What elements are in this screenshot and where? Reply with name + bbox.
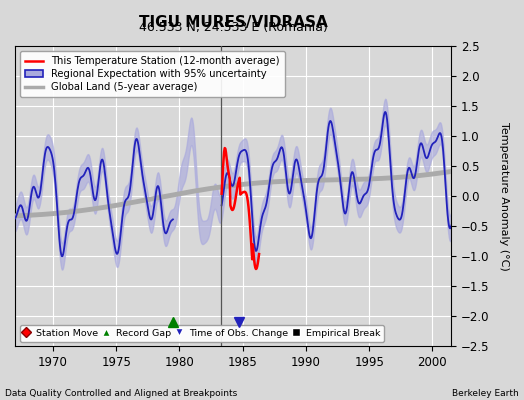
Y-axis label: Temperature Anomaly (°C): Temperature Anomaly (°C): [499, 122, 509, 271]
Text: 46.533 N, 24.533 E (Romania): 46.533 N, 24.533 E (Romania): [139, 22, 328, 34]
Title: TIGU MURES/VIDRASA: TIGU MURES/VIDRASA: [139, 15, 328, 30]
Text: Data Quality Controlled and Aligned at Breakpoints: Data Quality Controlled and Aligned at B…: [5, 389, 237, 398]
Legend: Station Move, Record Gap, Time of Obs. Change, Empirical Break: Station Move, Record Gap, Time of Obs. C…: [20, 325, 384, 342]
Text: Berkeley Earth: Berkeley Earth: [452, 389, 519, 398]
